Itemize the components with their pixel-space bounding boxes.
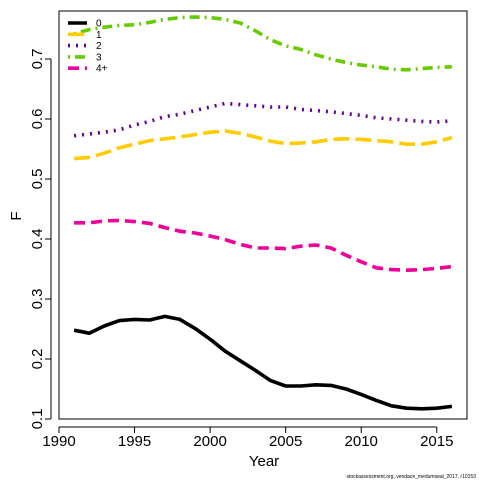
y-tick-label: 0.1	[29, 409, 46, 430]
footnote: stockassessment.org, vendace_medumseal_2…	[346, 474, 476, 480]
y-axis-title: F	[8, 211, 25, 220]
x-tick-label: 2005	[269, 433, 302, 450]
y-axis: 0.1 0.2 0.3 0.4 0.5 0.6 0.7	[29, 49, 52, 430]
y-tick-label: 0.7	[29, 49, 46, 70]
x-tick-label: 1990	[42, 433, 75, 450]
y-tick-label: 0.4	[29, 229, 46, 250]
plot-frame	[58, 10, 468, 420]
y-tick-label: 0.2	[29, 349, 46, 370]
x-tick-label: 1995	[118, 433, 151, 450]
x-tick-label: 2015	[420, 433, 453, 450]
legend-label: 3	[96, 52, 102, 63]
y-tick-label: 0.5	[29, 169, 46, 190]
series-line-1	[73, 129, 453, 161]
y-tick-label: 0.3	[29, 289, 46, 310]
legend-label: 2	[96, 41, 102, 52]
x-tick-label: 2010	[345, 433, 378, 450]
y-tick-label: 0.6	[29, 109, 46, 130]
legend-label: 1	[96, 30, 102, 41]
series-layer	[73, 15, 453, 411]
legend-label: 4+	[96, 64, 108, 75]
x-axis: 1990 1995 2000 2005 2010 2015	[42, 426, 453, 450]
series-line-4plus	[74, 218, 453, 273]
series-line-3	[73, 15, 452, 72]
legend-label: 0	[96, 19, 102, 30]
x-tick-label: 2000	[193, 433, 226, 450]
x-axis-title: Year	[249, 453, 279, 470]
series-line-2	[73, 101, 453, 138]
series-line-0	[73, 314, 453, 411]
